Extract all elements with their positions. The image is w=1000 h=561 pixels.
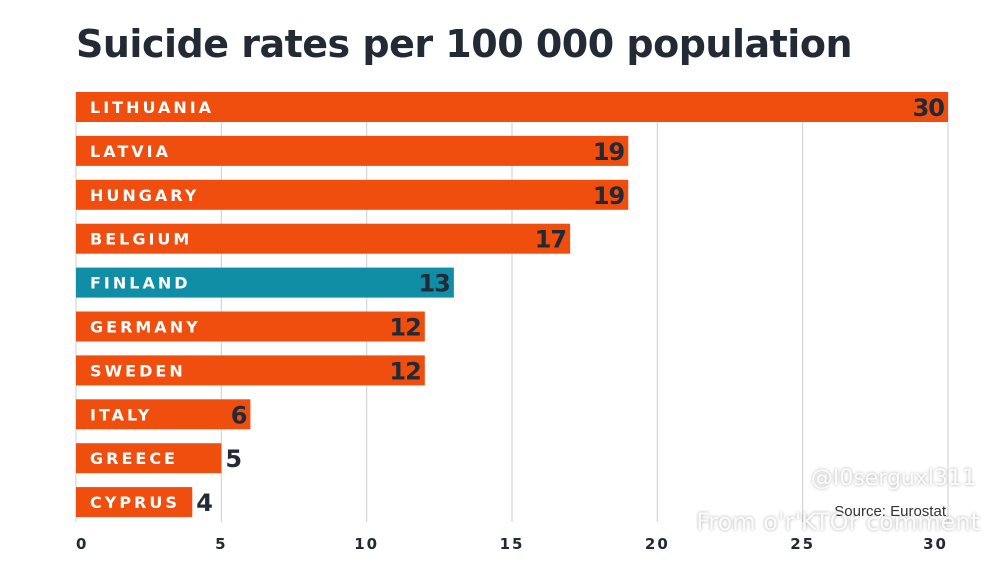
bar-latvia — [76, 135, 629, 166]
watermark-caption: From o'r'KTOr comment — [696, 508, 980, 536]
category-label-lithuania: LITHUANIA — [90, 98, 214, 117]
value-label-sweden: 12 — [389, 357, 420, 385]
value-label-germany: 12 — [389, 314, 420, 342]
tick-label-5: 5 — [215, 535, 227, 553]
category-label-finland: FINLAND — [90, 274, 191, 293]
bar-greece — [76, 443, 222, 474]
value-label-greece: 5 — [225, 445, 241, 473]
category-label-latvia: LATVIA — [90, 142, 171, 161]
chart-title: Suicide rates per 100 000 population — [76, 22, 853, 66]
value-label-cyprus: 4 — [196, 489, 212, 517]
tick-label-30: 30 — [923, 535, 948, 553]
value-label-belgium: 17 — [535, 226, 566, 254]
bar-finland — [76, 267, 454, 298]
bar-sweden — [76, 355, 425, 386]
tick-label-15: 15 — [500, 535, 525, 553]
bar-hungary — [76, 179, 629, 210]
value-label-latvia: 19 — [593, 138, 625, 166]
value-label-hungary: 19 — [593, 182, 625, 210]
tick-label-10: 10 — [354, 535, 379, 553]
watermark-handle: @I0serguxl311 — [810, 466, 976, 491]
category-label-germany: GERMANY — [90, 318, 201, 337]
category-label-hungary: HUNGARY — [90, 186, 199, 205]
category-label-italy: ITALY — [90, 405, 152, 424]
value-label-italy: 6 — [231, 401, 247, 429]
bar-cyprus — [76, 487, 193, 518]
value-label-lithuania: 30 — [913, 94, 945, 122]
category-label-cyprus: CYPRUS — [90, 493, 180, 512]
tick-label-0: 0 — [76, 535, 88, 553]
bar-germany — [76, 311, 425, 342]
category-label-belgium: BELGIUM — [90, 230, 192, 249]
value-label-finland: 13 — [418, 270, 449, 298]
tick-label-25: 25 — [790, 535, 815, 553]
category-label-greece: GREECE — [90, 449, 178, 468]
bar-lithuania — [76, 92, 948, 122]
bars: LITHUANIA 30 LATVIA 19 HUNGARY 19 BELGIUM 17 FIN… — [76, 92, 948, 518]
bar-italy — [76, 399, 251, 430]
category-label-sweden: SWEDEN — [90, 361, 186, 380]
source-note: Source: Eurostat — [834, 503, 946, 520]
x-axis-ticks: 0 5 10 15 20 25 30 — [76, 535, 948, 553]
tick-label-20: 20 — [645, 535, 670, 553]
bar-belgium — [76, 223, 571, 254]
